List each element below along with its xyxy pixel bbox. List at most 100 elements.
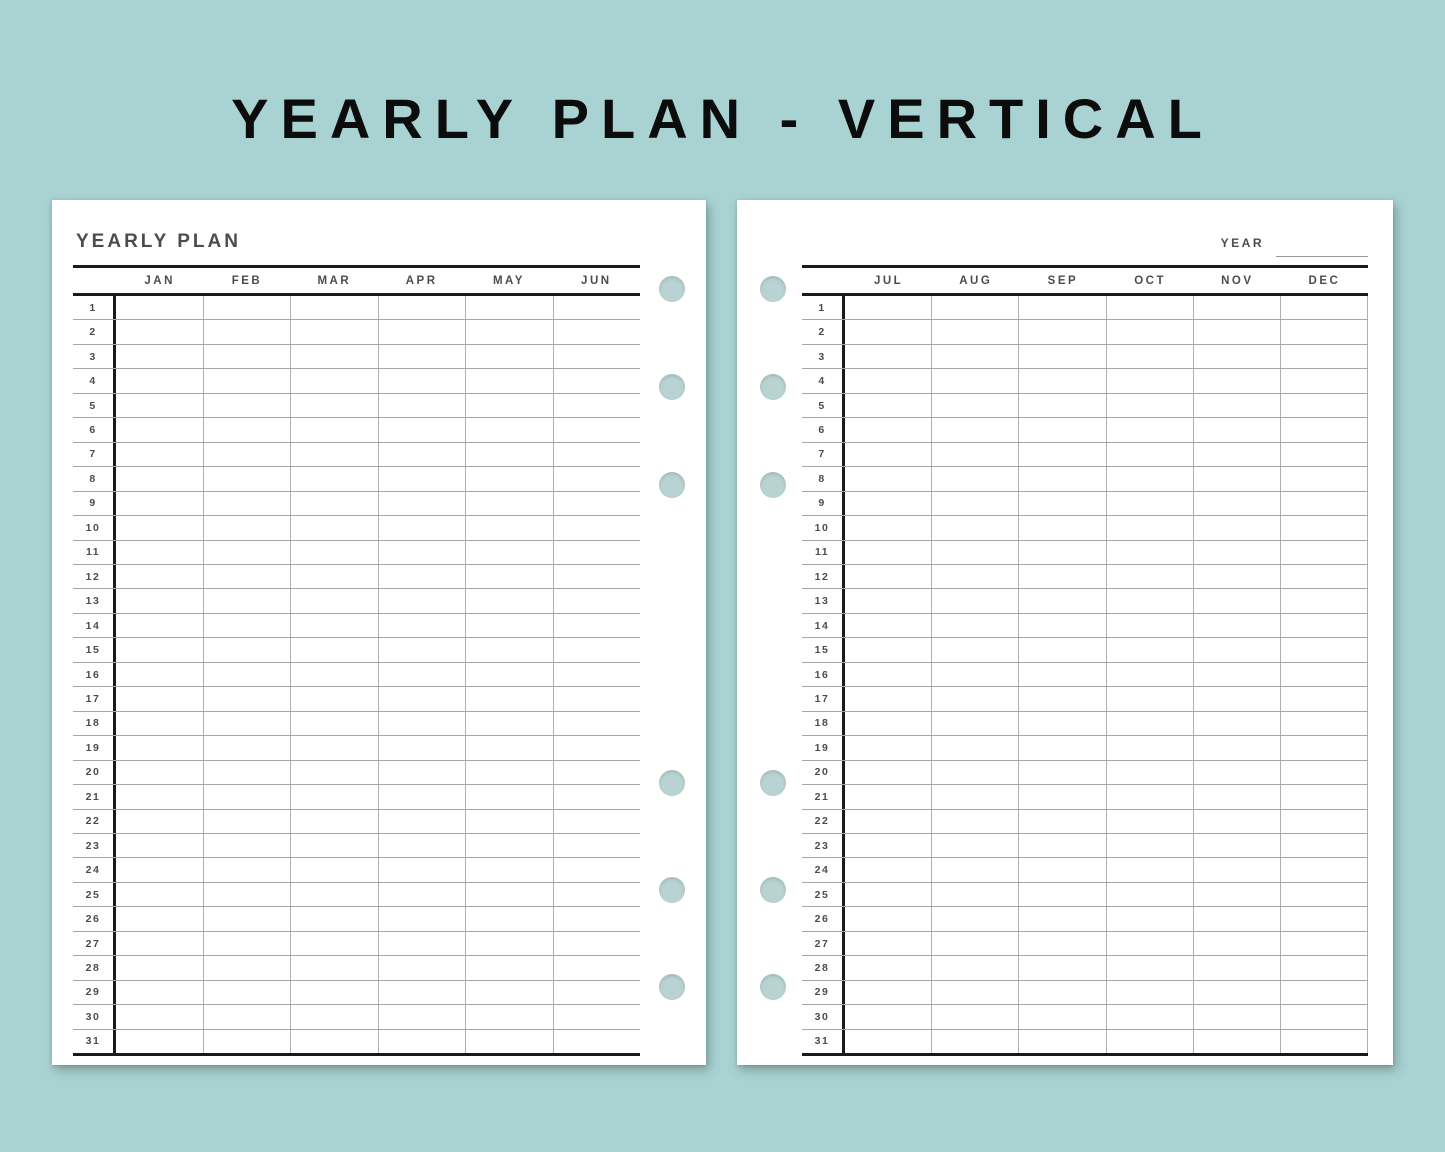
day-number: 18	[73, 711, 116, 736]
table-row: 19	[73, 736, 640, 761]
day-number: 9	[802, 491, 845, 516]
grid-cell	[202, 393, 291, 418]
grid-cell	[377, 956, 466, 980]
grid-cell	[552, 980, 641, 1005]
grid-cell	[116, 589, 203, 612]
grid-cell	[116, 785, 203, 808]
grid-cell	[552, 1005, 641, 1029]
grid-cell	[1192, 858, 1280, 882]
grid-cell	[377, 467, 466, 491]
grid-cell	[290, 882, 378, 907]
grid-cell	[552, 491, 641, 516]
grid-cell	[1192, 393, 1280, 418]
grid-cell	[290, 1029, 378, 1054]
grid-cell	[552, 833, 641, 858]
grid-cell	[1192, 882, 1280, 907]
grid-cell	[377, 442, 466, 467]
table-row: 26	[802, 907, 1369, 932]
grid-cell	[845, 834, 931, 857]
table-row: 15	[73, 638, 640, 663]
table-row: 23	[802, 833, 1369, 859]
grid-cell	[202, 1005, 291, 1029]
grid-cell	[845, 907, 931, 930]
grid-cell	[1018, 785, 1105, 809]
grid-cell	[290, 320, 378, 344]
grid-cell	[1018, 516, 1105, 540]
grid-cell	[465, 956, 553, 980]
grid-cell	[290, 418, 378, 442]
binder-hole	[659, 472, 685, 498]
grid-cell	[290, 980, 378, 1005]
grid-cell	[1279, 344, 1369, 369]
grid-cell	[290, 956, 378, 980]
grid-cell	[845, 320, 931, 343]
table-row: 13	[73, 589, 640, 614]
grid-cell	[377, 760, 466, 785]
grid-cell	[202, 613, 291, 638]
grid-cell	[1192, 344, 1280, 369]
day-number: 16	[802, 662, 845, 687]
grid-cell	[1018, 369, 1105, 393]
day-number: 25	[73, 882, 116, 907]
grid-cell	[931, 589, 1018, 613]
grid-cell	[845, 492, 931, 515]
grid-cell	[1105, 589, 1193, 613]
grid-cell	[1279, 931, 1369, 956]
grid-cell	[552, 858, 641, 882]
year-blank-line	[1276, 239, 1368, 257]
table-row: 11	[73, 540, 640, 565]
grid-cell	[377, 736, 466, 760]
table-row: 1	[802, 296, 1369, 321]
binder-hole	[659, 770, 685, 796]
table-row: 12	[802, 564, 1369, 590]
day-number: 18	[802, 711, 845, 736]
grid-cell	[1105, 540, 1193, 564]
grid-cell	[116, 369, 203, 392]
grid-cell	[1192, 736, 1280, 760]
grid-cell	[1018, 833, 1105, 858]
grid-cell	[116, 834, 203, 857]
grid-cell	[931, 369, 1018, 393]
yearly-table-jan-jun: JAN FEB MAR APR MAY JUN 1 2 3 4 5 6 7 8 9 10 11 12 13 14 15 1…	[73, 265, 640, 1056]
day-number: 1	[73, 296, 116, 320]
grid-cell	[931, 809, 1018, 833]
grid-cell	[931, 980, 1018, 1005]
grid-cell	[1279, 613, 1369, 638]
grid-cell	[845, 345, 931, 368]
table-row: 18	[73, 711, 640, 737]
grid-cell	[552, 760, 641, 785]
grid-cell	[465, 296, 553, 320]
grid-cell	[1105, 785, 1193, 809]
day-number: 30	[802, 1005, 845, 1029]
binder-hole	[659, 877, 685, 903]
month-header: MAR	[317, 274, 352, 287]
grid-cell	[1192, 980, 1280, 1005]
table-row: 7	[73, 442, 640, 468]
grid-cell	[377, 833, 466, 858]
grid-cell	[1105, 613, 1193, 638]
grid-cell	[116, 1030, 203, 1053]
day-number: 27	[73, 931, 116, 956]
grid-cell	[202, 638, 291, 662]
grid-cell	[1018, 736, 1105, 760]
grid-cell	[552, 393, 641, 418]
grid-cell	[116, 663, 203, 686]
grid-cell	[1279, 296, 1369, 320]
day-number: 11	[802, 540, 845, 564]
grid-cell	[290, 613, 378, 638]
grid-cell	[1192, 931, 1280, 956]
table-row: 6	[802, 418, 1369, 443]
grid-cell	[845, 663, 931, 686]
grid-cell	[1018, 956, 1105, 980]
grid-cell	[1192, 442, 1280, 467]
grid-cell	[552, 564, 641, 589]
grid-cell	[290, 564, 378, 589]
grid-cell	[116, 907, 203, 930]
grid-cell	[931, 320, 1018, 344]
grid-cell	[465, 858, 553, 882]
day-number: 21	[73, 785, 116, 809]
month-header: APR	[405, 274, 438, 287]
grid-cell	[1018, 858, 1105, 882]
day-number: 6	[802, 418, 845, 442]
day-number: 24	[73, 858, 116, 882]
